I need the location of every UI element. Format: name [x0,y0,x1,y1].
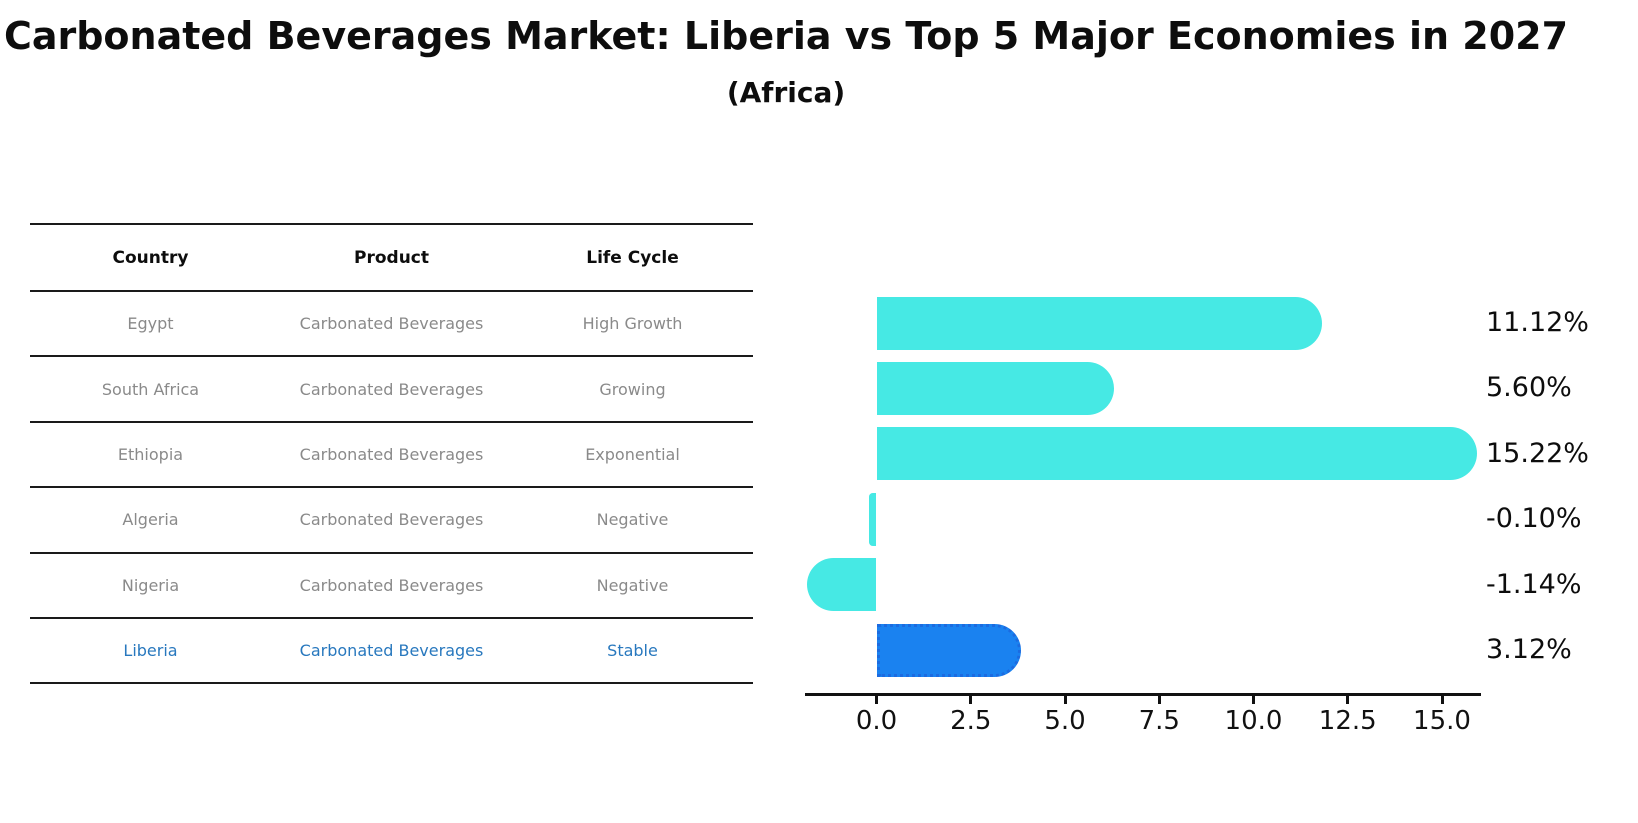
x-tick-label: 7.5 [1138,706,1180,736]
cell-country: Nigeria [121,575,180,595]
bar-south-africa [876,361,1115,415]
table-row-algeria: Algeria Carbonated Beverages Negative [30,488,753,554]
cell-product: Carbonated Beverages [299,510,484,530]
table-row-ethiopia: Ethiopia Carbonated Beverages Exponentia… [30,423,753,489]
x-tick [875,696,878,704]
bar-egypt [876,296,1323,350]
x-tick-label: 12.5 [1318,706,1377,736]
x-tick [969,696,973,704]
chart-title: Carbonated Beverages Market: Liberia vs … [3,14,1569,58]
cell-life-cycle: Exponential [585,444,680,464]
x-tick-label: 15.0 [1413,706,1471,736]
table-row-liberia: Liberia Carbonated Beverages Stable [30,619,753,685]
chart-subtitle: (Africa) [726,76,846,109]
x-tick [1440,696,1444,704]
country-table: Country Product Life Cycle Egypt Carbona… [30,223,753,685]
table-row-south-africa: South Africa Carbonated Beverages Growin… [30,357,753,423]
value-label-south-africa: 5.60% [1486,372,1572,404]
cell-country: Egypt [127,314,174,334]
x-tick [1063,696,1067,704]
table-row-nigeria: Nigeria Carbonated Beverages Negative [30,554,753,619]
value-label-nigeria: -1.14% [1486,568,1582,600]
bar-liberia [876,623,1021,677]
column-header-product: Product [354,247,429,268]
cell-country: Algeria [122,510,179,530]
x-tick [1252,696,1255,704]
x-axis-line [805,693,1481,696]
value-label-liberia: 3.12% [1486,634,1572,665]
column-header-country: Country [112,247,189,268]
cell-product: Carbonated Beverages [299,379,484,399]
value-label-ethiopia: 15.22% [1486,437,1589,469]
cell-product: Carbonated Beverages [299,641,484,661]
x-tick [1346,696,1350,704]
value-label-algeria: -0.10% [1486,503,1582,535]
column-header-life-cycle: Life Cycle [586,247,679,268]
x-tick [1157,696,1161,704]
cell-country: South Africa [101,379,200,399]
cell-life-cycle: Growing [599,379,666,399]
cell-country: Ethiopia [117,444,184,464]
cell-life-cycle: Negative [596,510,669,530]
x-tick-label: 5.0 [1044,706,1086,736]
cell-life-cycle: Stable [607,641,658,661]
cell-product: Carbonated Beverages [299,444,484,464]
cell-product: Carbonated Beverages [299,314,484,334]
table-row-egypt: Egypt Carbonated Beverages High Growth [30,292,753,358]
value-label-egypt: 11.12% [1486,307,1589,338]
cell-life-cycle: High Growth [582,314,683,334]
cell-country: Liberia [123,641,178,661]
bar-ethiopia [876,427,1477,481]
bar-nigeria [807,558,877,612]
x-tick-label: 10.0 [1224,706,1283,736]
x-tick-label: 2.5 [950,706,992,736]
cell-product: Carbonated Beverages [299,575,484,595]
x-tick-label: 0.0 [855,706,898,736]
bar-algeria [868,492,877,546]
table-header-row: Country Product Life Cycle [30,225,753,292]
cell-life-cycle: Negative [596,575,669,595]
